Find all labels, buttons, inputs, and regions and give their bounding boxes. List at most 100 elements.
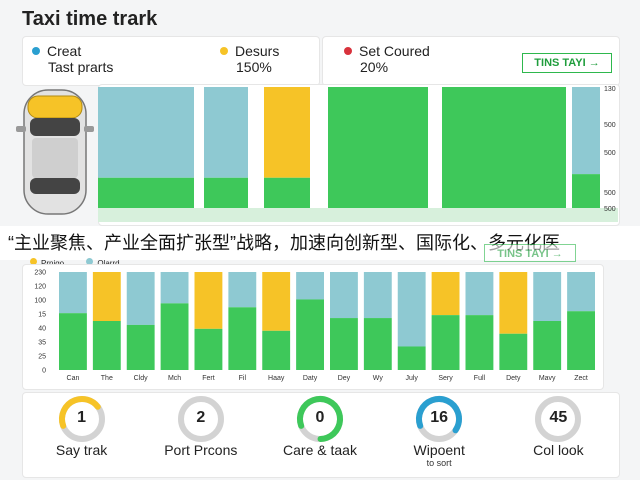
gauge-label: Col look <box>533 442 584 458</box>
legend-prnigo: Prnigo <box>41 259 64 268</box>
top-bar-chart <box>98 87 618 222</box>
gauge-3: 16 Wipoent to sort <box>389 392 489 476</box>
top-stats-panel <box>22 36 320 86</box>
gauge-ring-icon <box>535 396 582 442</box>
top-bar-upper <box>98 87 194 178</box>
stat-creat: Creat Tast prarts <box>32 43 113 75</box>
top-bar-green <box>572 174 600 208</box>
top-bar-upper <box>204 87 248 178</box>
tins-tayi-button[interactable]: TINS TAYI → <box>522 53 612 73</box>
gauge-2: 0 Care & taak <box>270 392 370 476</box>
lower-y-tick: 25 <box>38 354 46 361</box>
lower-bar-green <box>59 313 87 370</box>
lower-x-label: Daty <box>303 375 318 382</box>
lower-bar-upper <box>59 272 87 314</box>
top-bar-green <box>98 177 194 208</box>
top-bar-upper <box>264 87 310 178</box>
lower-x-label: July <box>405 375 418 382</box>
lower-bar-upper <box>363 272 392 319</box>
lower-x-label: Full <box>474 375 486 382</box>
gauge-value: 1 <box>77 409 87 426</box>
gauge-value: 45 <box>549 409 568 426</box>
top-y-tick: 500 <box>604 190 616 197</box>
lower-y-tick: 100 <box>34 298 46 305</box>
lower-y-tick: 0 <box>42 368 46 375</box>
lower-x-label: Sery <box>438 375 453 382</box>
lower-bar-upper <box>228 272 257 308</box>
gauges-panel <box>22 392 620 478</box>
lower-bar-green <box>126 324 155 370</box>
gauge-0: 1 Say trak <box>32 392 132 476</box>
lower-bar-green <box>262 330 291 370</box>
lower-bar-upper <box>533 272 562 321</box>
lower-bar-upper <box>465 272 494 316</box>
gauge-4: 45 Col look <box>508 392 608 476</box>
cyan-dot-icon <box>32 47 40 55</box>
lower-x-label: Mavy <box>539 375 556 382</box>
lower-x-label: Dety <box>506 375 521 382</box>
lower-bar-upper <box>194 272 223 329</box>
gauge-ring-icon <box>416 396 463 442</box>
lower-x-label: Dey <box>338 375 351 382</box>
lower-x-label: Zect <box>574 375 588 382</box>
lower-y-tick: 15 <box>38 312 46 319</box>
lower-bar-upper <box>330 272 358 319</box>
top-bar-green <box>204 177 248 208</box>
gauge-label: Wipoent <box>413 442 465 458</box>
lower-bar-upper <box>92 272 121 321</box>
stat-desurs-value: 150% <box>236 59 272 75</box>
lower-x-label: Mch <box>168 375 181 382</box>
gauge-label: Care & taak <box>283 442 357 458</box>
lower-tins-tayi-button[interactable]: TINS TAYI → <box>484 244 576 262</box>
top-bar-green <box>442 87 566 208</box>
red-dot-icon <box>344 47 352 55</box>
lower-legend: Prnigo Olarrd <box>30 258 120 268</box>
lower-x-label: Wy <box>373 375 384 382</box>
lower-x-label: Can <box>67 375 80 382</box>
lower-bar-green <box>160 303 189 370</box>
top-y-tick: 130 <box>604 86 616 93</box>
lower-bar-green <box>296 299 324 370</box>
page-title: Taxi time trark <box>22 8 158 30</box>
stat-set-coured-value: 20% <box>360 59 389 75</box>
lower-bar-green <box>499 333 528 370</box>
lower-y-tick: 40 <box>38 326 46 333</box>
lower-x-label: Cldy <box>134 375 149 382</box>
stat-desurs: Desurs 150% <box>220 43 279 75</box>
gauge-ring-icon <box>297 396 344 442</box>
lower-y-tick: 230 <box>34 270 46 277</box>
lower-bar-upper <box>431 272 460 316</box>
gauge-sublabel: to sort <box>426 458 452 468</box>
stat-creat-value: Tast prarts <box>48 59 114 75</box>
lower-x-label: Fil <box>239 375 247 382</box>
gauge-label: Port Prcons <box>164 442 238 458</box>
gauge-value: 2 <box>196 409 206 426</box>
gauge-1: 2 Port Prcons <box>151 392 251 476</box>
lower-x-label: Haay <box>268 375 285 382</box>
lower-bar-upper <box>567 272 595 312</box>
yellow-dot-icon <box>30 258 37 265</box>
blue-dot-icon <box>86 258 94 265</box>
lower-bar-green <box>363 318 392 370</box>
lower-bar-upper <box>262 272 291 331</box>
top-bar-upper <box>572 87 600 175</box>
top-chart-base <box>98 208 618 222</box>
gauge-value: 0 <box>315 409 325 426</box>
lower-bar-upper <box>296 272 324 300</box>
gauge-ring-icon <box>58 396 105 442</box>
top-y-tick: 500 <box>604 206 616 213</box>
lower-bar-green <box>431 315 460 370</box>
lower-bar-green <box>567 311 595 370</box>
lower-bar-green <box>465 315 494 370</box>
lower-bar-upper <box>126 272 155 325</box>
lower-y-tick: 35 <box>38 340 46 347</box>
stat-set-coured: Set Coured 20% <box>344 43 430 75</box>
taxi-car-icon <box>16 89 94 215</box>
top-y-tick: 500 <box>604 122 616 129</box>
top-bar-green <box>264 177 310 208</box>
lower-bar-green <box>330 318 358 370</box>
gauge-label: Say trak <box>55 442 108 458</box>
lower-bar-green <box>533 321 562 370</box>
top-y-axis: 130 500 500 500 500 <box>604 86 632 216</box>
top-bar-green <box>328 87 428 208</box>
